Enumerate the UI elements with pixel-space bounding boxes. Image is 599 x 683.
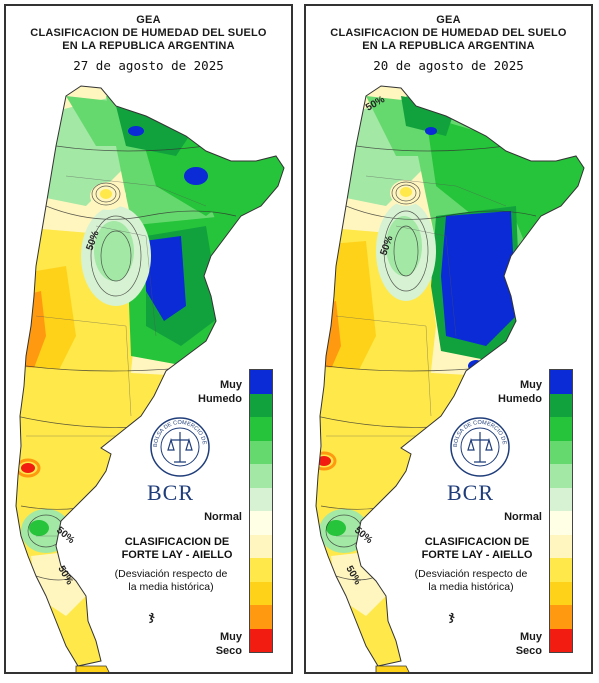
scale-swatch-1 [550, 370, 572, 394]
title-line-3: EN LA REPUBLICA ARGENTINA [362, 40, 535, 52]
contour-label: 50% [54, 525, 76, 546]
scale-swatch-8 [550, 534, 572, 558]
legend-muy-humedo-1: Muy [520, 379, 542, 391]
legend-muy-humedo-2: Humedo [498, 393, 542, 405]
scale-swatch-1 [250, 370, 272, 394]
classification-label-2: FORTE LAY - AIELLO [421, 549, 533, 561]
deviation-note-2: la media histórica) [428, 581, 514, 593]
scale-swatch-2 [250, 393, 272, 417]
scale-swatch-9 [550, 558, 572, 582]
map-date: 27 de agosto de 2025 [73, 58, 224, 73]
scale-swatch-2 [550, 393, 572, 417]
scale-swatch-7 [550, 511, 572, 535]
legend-muy-seco-2: Seco [215, 645, 242, 657]
scale-swatch-8 [250, 534, 272, 558]
scale-swatch-6 [550, 487, 572, 511]
classification-label-1: CLASIFICACION DE [424, 536, 530, 548]
deviation-note-2: la media histórica) [128, 581, 214, 593]
scale-swatch-4 [250, 440, 272, 464]
title-line-1: GEA [436, 14, 461, 26]
map-panel-aug-27: GEA CLASIFICACION DE HUMEDAD DEL SUELO E… [4, 4, 293, 674]
scale-swatch-6 [250, 487, 272, 511]
deviation-note-1: (Desviación respecto de [114, 568, 228, 580]
scale-swatch-4 [550, 440, 572, 464]
bcr-seal-logo: BOLSA DE COMERCIO DE ROSARIO [149, 416, 210, 477]
argentina-soil-moisture-map: 50% 50% 50% [15, 85, 285, 672]
bcr-seal-logo: BOLSA DE COMERCIO DE ROSARIO [449, 416, 510, 477]
scale-swatch-10 [550, 581, 572, 605]
legend-normal: Normal [504, 511, 542, 523]
scale-swatch-11 [550, 605, 572, 629]
bcr-logo-text: BCR [447, 480, 495, 505]
color-scale [249, 369, 273, 653]
scale-swatch-12 [550, 628, 572, 652]
scale-swatch-10 [250, 581, 272, 605]
legend-normal: Normal [204, 511, 242, 523]
argentina-soil-moisture-map: 50% 50% 50% 50% [315, 85, 585, 672]
title-line-2: CLASIFICACION DE HUMEDAD DEL SUELO [30, 27, 267, 39]
scale-swatch-3 [550, 417, 572, 441]
scale-swatch-9 [250, 558, 272, 582]
legend-muy-seco-2: Seco [515, 645, 542, 657]
legend-muy-seco-1: Muy [520, 631, 542, 643]
malvinas-islands-mark: ჯ [149, 609, 155, 623]
scale-swatch-5 [250, 464, 272, 488]
bcr-logo-text: BCR [147, 480, 195, 505]
map-date: 20 de agosto de 2025 [373, 58, 524, 73]
color-scale [549, 369, 573, 653]
title-line-1: GEA [136, 14, 161, 26]
classification-label-2: FORTE LAY - AIELLO [121, 549, 233, 561]
scale-swatch-11 [250, 605, 272, 629]
scale-swatch-5 [550, 464, 572, 488]
classification-label-1: CLASIFICACION DE [124, 536, 230, 548]
scale-swatch-12 [250, 628, 272, 652]
malvinas-islands-mark: ჯ [449, 609, 455, 623]
scale-swatch-3 [250, 417, 272, 441]
scale-swatch-7 [250, 511, 272, 535]
title-line-3: EN LA REPUBLICA ARGENTINA [62, 40, 235, 52]
map-panel-aug-20: GEA CLASIFICACION DE HUMEDAD DEL SUELO E… [304, 4, 593, 674]
legend-muy-seco-1: Muy [220, 631, 242, 643]
title-line-2: CLASIFICACION DE HUMEDAD DEL SUELO [330, 27, 567, 39]
legend-muy-humedo-1: Muy [220, 379, 242, 391]
deviation-note-1: (Desviación respecto de [414, 568, 528, 580]
legend-muy-humedo-2: Humedo [198, 393, 242, 405]
